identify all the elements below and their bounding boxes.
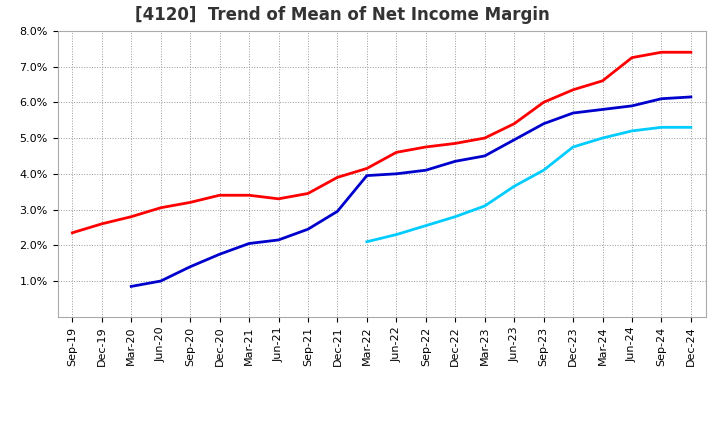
5 Years bbox=[245, 241, 253, 246]
3 Years bbox=[687, 50, 696, 55]
Line: 5 Years: 5 Years bbox=[131, 97, 691, 286]
Line: 7 Years: 7 Years bbox=[367, 127, 691, 242]
3 Years bbox=[127, 214, 135, 219]
3 Years bbox=[569, 87, 577, 92]
5 Years bbox=[127, 284, 135, 289]
5 Years bbox=[539, 121, 548, 126]
7 Years bbox=[451, 214, 459, 219]
5 Years bbox=[480, 153, 489, 158]
Line: 3 Years: 3 Years bbox=[72, 52, 691, 233]
3 Years bbox=[392, 150, 400, 155]
7 Years bbox=[598, 136, 607, 141]
3 Years bbox=[598, 78, 607, 84]
3 Years bbox=[97, 221, 106, 227]
7 Years bbox=[628, 128, 636, 133]
7 Years bbox=[687, 125, 696, 130]
5 Years bbox=[598, 107, 607, 112]
5 Years bbox=[510, 137, 518, 143]
5 Years bbox=[451, 159, 459, 164]
3 Years bbox=[480, 136, 489, 141]
3 Years bbox=[333, 175, 342, 180]
7 Years bbox=[421, 223, 430, 228]
5 Years bbox=[657, 96, 666, 101]
3 Years bbox=[363, 166, 372, 171]
3 Years bbox=[657, 50, 666, 55]
3 Years bbox=[245, 193, 253, 198]
7 Years bbox=[569, 144, 577, 150]
5 Years bbox=[156, 279, 165, 284]
7 Years bbox=[539, 168, 548, 173]
5 Years bbox=[421, 168, 430, 173]
3 Years bbox=[539, 99, 548, 105]
5 Years bbox=[186, 264, 194, 269]
5 Years bbox=[628, 103, 636, 109]
7 Years bbox=[657, 125, 666, 130]
5 Years bbox=[687, 94, 696, 99]
3 Years bbox=[421, 144, 430, 150]
5 Years bbox=[392, 171, 400, 176]
5 Years bbox=[363, 173, 372, 178]
5 Years bbox=[215, 252, 224, 257]
Text: [4120]  Trend of Mean of Net Income Margin: [4120] Trend of Mean of Net Income Margi… bbox=[135, 6, 550, 24]
7 Years bbox=[392, 232, 400, 237]
5 Years bbox=[304, 227, 312, 232]
3 Years bbox=[68, 230, 76, 235]
3 Years bbox=[215, 193, 224, 198]
7 Years bbox=[363, 239, 372, 244]
3 Years bbox=[451, 141, 459, 146]
7 Years bbox=[480, 203, 489, 209]
3 Years bbox=[186, 200, 194, 205]
3 Years bbox=[510, 121, 518, 126]
3 Years bbox=[274, 196, 283, 202]
5 Years bbox=[274, 237, 283, 242]
3 Years bbox=[156, 205, 165, 210]
7 Years bbox=[510, 183, 518, 189]
5 Years bbox=[333, 209, 342, 214]
3 Years bbox=[304, 191, 312, 196]
5 Years bbox=[569, 110, 577, 116]
3 Years bbox=[628, 55, 636, 60]
